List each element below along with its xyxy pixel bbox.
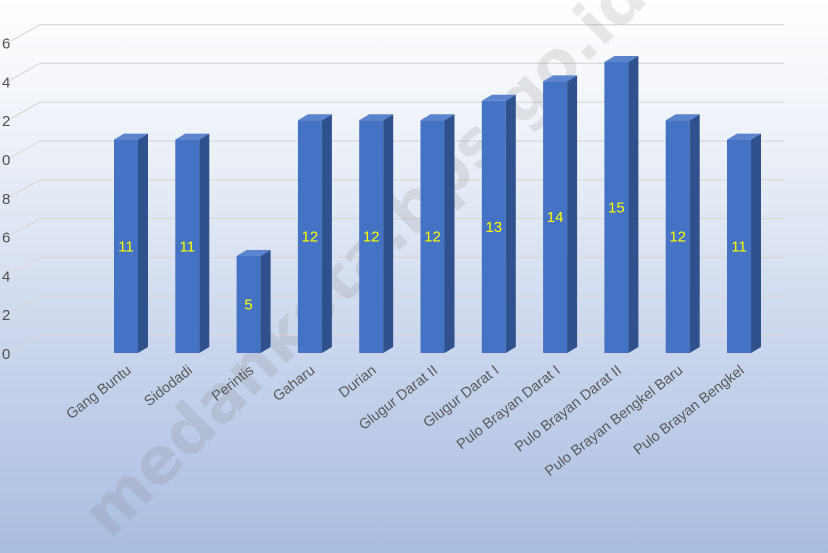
bar-top <box>359 114 394 121</box>
bar <box>359 114 394 353</box>
bar-top <box>604 56 639 62</box>
gridline-depth <box>7 218 41 238</box>
bar-front <box>665 120 690 353</box>
bar-side <box>689 114 700 353</box>
bar-top <box>175 133 210 140</box>
bar-top <box>727 133 761 140</box>
y-tick-label: 2 <box>2 113 10 130</box>
y-tick-label: 6 <box>2 230 10 247</box>
bar <box>420 114 455 353</box>
x-tick-label: Pulo Brayan Darat I <box>454 363 564 454</box>
bar-front <box>481 100 506 353</box>
data-label: 11 <box>731 238 747 255</box>
bar-top <box>665 114 700 121</box>
gridline-depth <box>7 295 41 315</box>
gridline-depth <box>7 24 41 44</box>
gridline-depth <box>7 334 41 354</box>
data-label: 12 <box>363 229 380 246</box>
bar <box>543 75 578 354</box>
y-tick-label: 8 <box>2 191 10 208</box>
data-label: 14 <box>547 209 564 226</box>
data-label: 13 <box>485 219 502 236</box>
data-label: 5 <box>244 297 252 314</box>
bar-side <box>505 94 516 354</box>
bar-side <box>628 56 639 353</box>
bar-front <box>604 62 629 353</box>
bar-top <box>236 250 271 256</box>
bars <box>114 56 761 354</box>
data-label: 11 <box>118 238 134 255</box>
data-label: 11 <box>180 238 196 255</box>
gridline-depth <box>7 62 41 82</box>
gridline-depth <box>7 140 41 160</box>
bar-side <box>321 114 332 353</box>
bar-side <box>138 133 148 353</box>
bar-side <box>383 114 394 353</box>
bar-front <box>420 120 445 353</box>
bar <box>727 133 761 353</box>
y-tick-label: 6 <box>2 36 10 53</box>
gridline-depth <box>7 101 41 121</box>
x-tick-label: Gang Buntu <box>64 363 135 423</box>
bar <box>175 133 210 353</box>
bar-front <box>175 139 200 353</box>
data-labels: 11 11 5 12 12 12 13 14 15 12 11 <box>118 200 747 314</box>
y-tick-label: 0 <box>2 152 10 169</box>
bar-side <box>444 114 455 353</box>
bar-top <box>297 114 332 121</box>
gridline-depth <box>7 179 41 199</box>
bar-front <box>543 81 568 354</box>
bar-front <box>114 139 138 353</box>
data-label: 12 <box>302 229 319 246</box>
bar <box>236 250 271 353</box>
bar <box>481 94 516 354</box>
y-tick-label: 0 <box>2 346 10 363</box>
bar-top <box>481 94 516 101</box>
bar-top <box>114 133 148 140</box>
y-axis-ticks: 0 2 4 6 8 0 2 4 6 <box>2 36 10 363</box>
y-tick-label: 4 <box>2 268 10 285</box>
bar-front <box>727 139 751 353</box>
data-label: 12 <box>669 229 686 246</box>
data-label: 15 <box>608 200 625 217</box>
bar-front <box>236 256 261 353</box>
x-tick-label: Pulo Brayan Darat II <box>512 363 625 456</box>
bar <box>297 114 332 353</box>
data-label: 12 <box>424 229 441 246</box>
gridlines <box>7 24 784 354</box>
bar-top <box>420 114 455 121</box>
bar <box>114 133 148 353</box>
bar-top <box>543 75 578 82</box>
bar-side <box>260 250 271 353</box>
bar-side <box>751 133 761 353</box>
gridline-depth <box>7 256 41 276</box>
x-tick-label: Pulo Brayan Bengkel <box>631 363 748 459</box>
bar-side <box>567 75 578 354</box>
bar-side <box>199 133 210 353</box>
y-tick-label: 4 <box>2 74 10 91</box>
bar-front <box>297 120 322 353</box>
bar <box>604 56 639 353</box>
x-tick-label: Durian <box>336 363 380 402</box>
bar <box>665 114 700 353</box>
bar-front <box>359 120 384 353</box>
y-tick-label: 2 <box>2 307 10 324</box>
